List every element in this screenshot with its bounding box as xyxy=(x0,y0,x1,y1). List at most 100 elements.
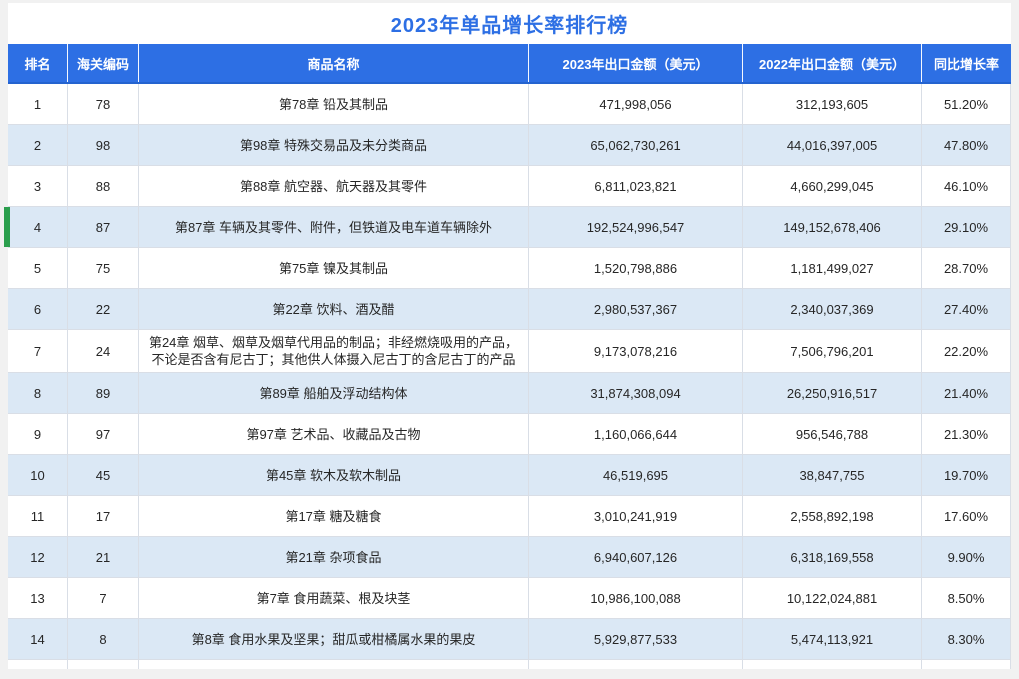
cell-hs-code[interactable]: 89 xyxy=(68,373,139,413)
cell-yoy-growth[interactable]: 8.30% xyxy=(922,619,1011,659)
cell-hs-code[interactable]: 98 xyxy=(68,125,139,165)
cell-hs-code[interactable]: 7 xyxy=(68,578,139,618)
cell-export-2023[interactable]: 1,520,798,886 xyxy=(529,248,743,288)
cell-hs-code[interactable]: 75 xyxy=(68,248,139,288)
cell-product-name[interactable]: 第45章 软木及软木制品 xyxy=(139,455,529,495)
cell-rank[interactable]: 12 xyxy=(8,537,68,577)
column-header-export-2022[interactable]: 2022年出口金额（美元） xyxy=(743,44,922,82)
cell-rank[interactable]: 3 xyxy=(8,166,68,206)
cell-yoy-growth[interactable]: 46.10% xyxy=(922,166,1011,206)
table-header-row: 排名 海关编码 商品名称 2023年出口金额（美元） 2022年出口金额（美元）… xyxy=(8,44,1011,84)
cell-export-2023[interactable]: 6,811,023,821 xyxy=(529,166,743,206)
table-row: 12 21 第21章 杂项食品 6,940,607,126 6,318,169,… xyxy=(8,537,1011,578)
cell-rank[interactable]: 14 xyxy=(8,619,68,659)
cell-hs-code[interactable]: 45 xyxy=(68,455,139,495)
cell-export-2023[interactable]: 9,173,078,216 xyxy=(529,330,743,372)
cell-export-2023[interactable]: 5,929,877,533 xyxy=(529,619,743,659)
cell-yoy-growth[interactable]: 21.30% xyxy=(922,414,1011,454)
cell-yoy-growth[interactable]: 47.80% xyxy=(922,125,1011,165)
cell-yoy-growth[interactable]: 51.20% xyxy=(922,84,1011,124)
cell-yoy-growth[interactable]: 9.90% xyxy=(922,537,1011,577)
cell-rank[interactable]: 13 xyxy=(8,578,68,618)
cell-rank[interactable]: 2 xyxy=(8,125,68,165)
column-header-yoy-growth[interactable]: 同比增长率 xyxy=(933,56,999,72)
cell-export-2023[interactable]: 10,986,100,088 xyxy=(529,578,743,618)
cell-product-name[interactable]: 第75章 镍及其制品 xyxy=(139,248,529,288)
cell-yoy-growth[interactable]: 21.40% xyxy=(922,373,1011,413)
cell-hs-code[interactable]: 97 xyxy=(68,414,139,454)
cell-export-2022[interactable]: 5,474,113,921 xyxy=(743,619,922,659)
table-row: 2 98 第98章 特殊交易品及未分类商品 65,062,730,261 44,… xyxy=(8,125,1011,166)
cell-export-2022[interactable]: 4,660,299,045 xyxy=(743,166,922,206)
column-header-hs-code[interactable]: 海关编码 xyxy=(68,44,139,82)
cell-rank[interactable]: 8 xyxy=(8,373,68,413)
table-row: 6 22 第22章 饮料、酒及醋 2,980,537,367 2,340,037… xyxy=(8,289,1011,330)
cell-product-name[interactable]: 第97章 艺术品、收藏品及古物 xyxy=(139,414,529,454)
cell-yoy-growth[interactable]: 28.70% xyxy=(922,248,1011,288)
cell-yoy-growth[interactable]: 27.40% xyxy=(922,289,1011,329)
cell-product-name[interactable]: 第88章 航空器、航天器及其零件 xyxy=(139,166,529,206)
cell-product-name[interactable]: 第17章 糖及糖食 xyxy=(139,496,529,536)
page-title: 2023年单品增长率排行榜 xyxy=(390,15,629,37)
cell-export-2022[interactable]: 38,847,755 xyxy=(743,455,922,495)
table-row: 4 87 第87章 车辆及其零件、附件，但铁道及电车道车辆除外 192,524,… xyxy=(4,207,1011,248)
cell-export-2022[interactable]: 6,318,169,558 xyxy=(743,537,922,577)
cell-hs-code[interactable]: 88 xyxy=(68,166,139,206)
cell-export-2022[interactable]: 149,152,678,406 xyxy=(743,207,922,247)
cell-export-2023[interactable]: 1,160,066,644 xyxy=(529,414,743,454)
cell-yoy-growth[interactable]: 17.60% xyxy=(922,496,1011,536)
cell-hs-code[interactable]: 22 xyxy=(68,289,139,329)
cell-export-2022[interactable]: 956,546,788 xyxy=(743,414,922,454)
cell-rank[interactable]: 5 xyxy=(8,248,68,288)
cell-export-2022[interactable]: 26,250,916,517 xyxy=(743,373,922,413)
cell-export-2023[interactable]: 471,998,056 xyxy=(529,84,743,124)
column-header-rank[interactable]: 排名 xyxy=(8,44,68,82)
cell-yoy-growth[interactable]: 8.50% xyxy=(922,578,1011,618)
cell-export-2022[interactable]: 312,193,605 xyxy=(743,84,922,124)
cell-product-name[interactable]: 第21章 杂项食品 xyxy=(139,537,529,577)
cell-hs-code[interactable]: 78 xyxy=(68,84,139,124)
cell-product-name[interactable]: 第78章 铅及其制品 xyxy=(139,84,529,124)
cell-rank[interactable]: 6 xyxy=(8,289,68,329)
cell-yoy-growth[interactable]: 22.20% xyxy=(922,330,1011,372)
cell-export-2022[interactable]: 2,558,892,198 xyxy=(743,496,922,536)
cell-rank[interactable]: 9 xyxy=(8,414,68,454)
cell-product-name[interactable]: 第89章 船舶及浮动结构体 xyxy=(139,373,529,413)
cell-export-2022[interactable]: 44,016,397,005 xyxy=(743,125,922,165)
cell-hs-code[interactable]: 17 xyxy=(68,496,139,536)
cell-hs-code[interactable]: 21 xyxy=(68,537,139,577)
cell-yoy-growth[interactable]: 29.10% xyxy=(922,207,1011,247)
cell-rank[interactable]: 4 xyxy=(8,207,68,247)
cell-export-2023[interactable]: 46,519,695 xyxy=(529,455,743,495)
cell-export-2023[interactable]: 31,874,308,094 xyxy=(529,373,743,413)
table-row: 1 78 第78章 铅及其制品 471,998,056 312,193,605 … xyxy=(8,84,1011,125)
cell-export-2023[interactable]: 65,062,730,261 xyxy=(529,125,743,165)
cell-export-2023[interactable]: 2,980,537,367 xyxy=(529,289,743,329)
cell-rank[interactable]: 7 xyxy=(8,330,68,372)
cell-export-2023[interactable]: 192,524,996,547 xyxy=(529,207,743,247)
table-row: 7 24 第24章 烟草、烟草及烟草代用品的制品；非经燃烧吸用的产品，不论是否含… xyxy=(8,330,1011,373)
cell-rank[interactable]: 1 xyxy=(8,84,68,124)
cell-export-2022[interactable]: 2,340,037,369 xyxy=(743,289,922,329)
cell-product-name[interactable]: 第87章 车辆及其零件、附件，但铁道及电车道车辆除外 xyxy=(139,207,529,247)
cell-rank[interactable]: 11 xyxy=(8,496,68,536)
cell-export-2022[interactable]: 10,122,024,881 xyxy=(743,578,922,618)
cell-hs-code[interactable]: 8 xyxy=(68,619,139,659)
cell-rank[interactable]: 10 xyxy=(8,455,68,495)
cell-product-name[interactable]: 第8章 食用水果及坚果；甜瓜或柑橘属水果的果皮 xyxy=(139,619,529,659)
cell-product-name[interactable]: 第24章 烟草、烟草及烟草代用品的制品；非经燃烧吸用的产品，不论是否含有尼古丁；… xyxy=(139,330,529,372)
cell-export-2023[interactable]: 3,010,241,919 xyxy=(529,496,743,536)
cell-export-2022[interactable]: 1,181,499,027 xyxy=(743,248,922,288)
column-header-product-name[interactable]: 商品名称 xyxy=(139,44,529,82)
cell-export-2022[interactable]: 7,506,796,201 xyxy=(743,330,922,372)
cell-hs-code[interactable]: 24 xyxy=(68,330,139,372)
column-header-export-2023[interactable]: 2023年出口金额（美元） xyxy=(529,44,743,82)
cell-product-name[interactable]: 第7章 食用蔬菜、根及块茎 xyxy=(139,578,529,618)
table-row: 14 8 第8章 食用水果及坚果；甜瓜或柑橘属水果的果皮 5,929,877,5… xyxy=(8,619,1011,660)
cell-hs-code[interactable]: 87 xyxy=(68,207,139,247)
cell-product-name[interactable]: 第22章 饮料、酒及醋 xyxy=(139,289,529,329)
cell-product-name[interactable]: 第98章 特殊交易品及未分类商品 xyxy=(139,125,529,165)
cell-yoy-growth[interactable]: 19.70% xyxy=(922,455,1011,495)
cell-export-2023[interactable]: 6,940,607,126 xyxy=(529,537,743,577)
